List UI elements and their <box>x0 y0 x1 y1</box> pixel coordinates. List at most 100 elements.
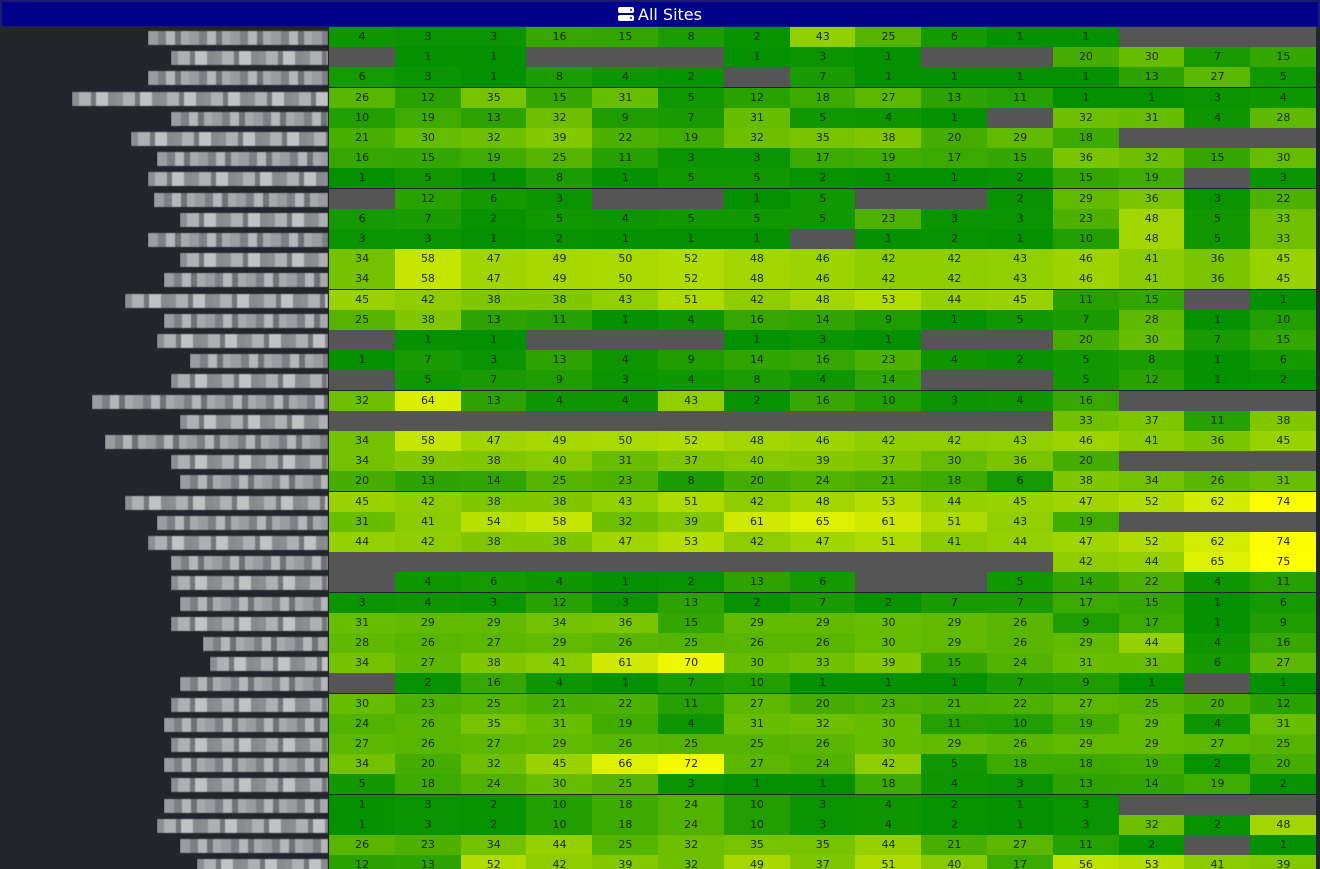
heatmap-cell[interactable] <box>329 410 396 431</box>
heatmap-cell[interactable]: 13 <box>460 309 527 330</box>
heatmap-cell[interactable]: 44 <box>921 289 988 310</box>
heatmap-cell[interactable]: 42 <box>394 289 462 310</box>
heatmap-cell[interactable] <box>1118 390 1185 411</box>
heatmap-cell[interactable]: 4 <box>855 814 922 835</box>
heatmap-cell[interactable]: 17 <box>1052 592 1120 613</box>
heatmap-cell[interactable]: 1 <box>592 309 659 330</box>
heatmap-cell[interactable]: 33 <box>789 653 856 674</box>
heatmap-cell[interactable]: 53 <box>855 289 922 310</box>
heatmap-cell[interactable]: 4 <box>658 713 725 734</box>
heatmap-cell[interactable]: 1 <box>1250 289 1316 310</box>
heatmap-cell[interactable]: 5 <box>394 370 462 391</box>
heatmap-cell[interactable]: 5 <box>987 572 1054 593</box>
heatmap-cell[interactable]: 26 <box>592 633 659 653</box>
heatmap-cell[interactable]: 47 <box>1052 532 1120 552</box>
heatmap-cell[interactable]: 2 <box>658 572 725 593</box>
heatmap-cell[interactable]: 44 <box>987 532 1054 552</box>
heatmap-cell[interactable]: 10 <box>855 390 922 411</box>
heatmap-cell[interactable] <box>1118 794 1185 815</box>
heatmap-cell[interactable]: 16 <box>526 27 593 47</box>
heatmap-cell[interactable]: 9 <box>1052 673 1120 694</box>
heatmap-cell[interactable]: 6 <box>789 572 856 593</box>
heatmap-cell[interactable]: 11 <box>1052 835 1120 855</box>
heatmap-cell[interactable]: 62 <box>1184 491 1251 512</box>
heatmap-cell[interactable]: 3 <box>394 27 462 47</box>
heatmap-cell[interactable]: 1 <box>1184 612 1251 633</box>
heatmap-cell[interactable]: 44 <box>526 835 593 855</box>
heatmap-cell[interactable]: 13 <box>723 572 791 593</box>
heatmap-cell[interactable]: 16 <box>460 673 527 694</box>
heatmap-cell[interactable]: 34 <box>329 653 396 674</box>
heatmap-cell[interactable]: 7 <box>394 208 462 229</box>
heatmap-cell[interactable]: 27 <box>723 693 791 714</box>
heatmap-cell[interactable]: 29 <box>921 633 988 653</box>
heatmap-cell[interactable]: 1 <box>1184 370 1251 391</box>
heatmap-cell[interactable] <box>921 330 988 350</box>
heatmap-cell[interactable]: 9 <box>658 350 725 371</box>
heatmap-cell[interactable]: 42 <box>723 491 791 512</box>
heatmap-cell[interactable] <box>658 330 725 350</box>
heatmap-cell[interactable]: 29 <box>921 612 988 633</box>
heatmap-cell[interactable]: 25 <box>658 734 725 754</box>
heatmap-cell[interactable]: 31 <box>1118 107 1185 128</box>
heatmap-cell[interactable]: 25 <box>526 148 593 169</box>
heatmap-cell[interactable]: 32 <box>460 754 527 775</box>
heatmap-cell[interactable]: 4 <box>855 107 922 128</box>
heatmap-cell[interactable]: 4 <box>789 370 856 391</box>
heatmap-cell[interactable]: 21 <box>526 693 593 714</box>
heatmap-cell[interactable] <box>1250 390 1316 411</box>
heatmap-cell[interactable]: 64 <box>394 390 462 411</box>
heatmap-cell[interactable]: 27 <box>1184 67 1251 88</box>
heatmap-cell[interactable]: 5 <box>921 754 988 775</box>
heatmap-cell[interactable]: 5 <box>789 107 856 128</box>
heatmap-cell[interactable]: 4 <box>592 350 659 371</box>
heatmap-cell[interactable]: 4 <box>592 208 659 229</box>
heatmap-cell[interactable]: 33 <box>1250 208 1316 229</box>
heatmap-cell[interactable]: 5 <box>987 309 1054 330</box>
heatmap-cell[interactable]: 32 <box>526 107 593 128</box>
heatmap-cell[interactable] <box>1184 289 1251 310</box>
heatmap-cell[interactable]: 38 <box>855 128 922 148</box>
heatmap-cell[interactable]: 23 <box>855 208 922 229</box>
heatmap-cell[interactable]: 42 <box>394 532 462 552</box>
heatmap-cell[interactable]: 42 <box>921 431 988 451</box>
heatmap-cell[interactable] <box>987 370 1054 391</box>
heatmap-cell[interactable]: 42 <box>1052 552 1120 573</box>
heatmap-cell[interactable]: 7 <box>658 107 725 128</box>
heatmap-cell[interactable]: 5 <box>1052 370 1120 391</box>
heatmap-cell[interactable]: 4 <box>1184 572 1251 593</box>
heatmap-cell[interactable]: 22 <box>987 693 1054 714</box>
heatmap-cell[interactable]: 38 <box>526 491 593 512</box>
heatmap-cell[interactable]: 27 <box>1250 653 1316 674</box>
heatmap-cell[interactable]: 1 <box>921 168 988 189</box>
heatmap-cell[interactable]: 1 <box>329 814 396 835</box>
heatmap-cell[interactable] <box>855 188 922 209</box>
heatmap-cell[interactable]: 4 <box>526 572 593 593</box>
heatmap-cell[interactable]: 3 <box>921 390 988 411</box>
heatmap-cell[interactable]: 14 <box>789 309 856 330</box>
heatmap-cell[interactable]: 38 <box>460 532 527 552</box>
heatmap-cell[interactable]: 48 <box>723 249 791 270</box>
heatmap-cell[interactable]: 3 <box>592 370 659 391</box>
heatmap-cell[interactable]: 27 <box>855 87 922 108</box>
heatmap-cell[interactable]: 19 <box>1052 713 1120 734</box>
heatmap-cell[interactable]: 2 <box>1184 814 1251 835</box>
heatmap-cell[interactable]: 13 <box>460 107 527 128</box>
heatmap-cell[interactable]: 6 <box>921 27 988 47</box>
heatmap-cell[interactable]: 29 <box>723 612 791 633</box>
heatmap-cell[interactable]: 26 <box>789 633 856 653</box>
heatmap-cell[interactable]: 4 <box>1184 713 1251 734</box>
heatmap-cell[interactable] <box>394 552 462 573</box>
heatmap-cell[interactable]: 29 <box>1052 734 1120 754</box>
heatmap-cell[interactable]: 38 <box>394 309 462 330</box>
heatmap-cell[interactable]: 3 <box>592 592 659 613</box>
heatmap-cell[interactable]: 17 <box>987 855 1054 869</box>
heatmap-cell[interactable]: 1 <box>789 673 856 694</box>
heatmap-cell[interactable]: 45 <box>1250 249 1316 270</box>
heatmap-cell[interactable]: 14 <box>855 370 922 391</box>
heatmap-cell[interactable]: 30 <box>1250 148 1316 169</box>
heatmap-cell[interactable]: 39 <box>855 653 922 674</box>
heatmap-cell[interactable]: 1 <box>921 107 988 128</box>
heatmap-cell[interactable]: 31 <box>1250 471 1316 492</box>
heatmap-cell[interactable]: 32 <box>789 713 856 734</box>
